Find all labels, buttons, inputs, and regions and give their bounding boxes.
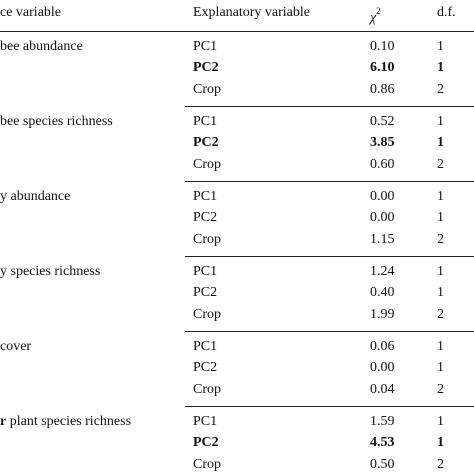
- group-rule: [185, 256, 474, 257]
- explanatory-variable: Crop: [193, 156, 221, 172]
- chi-square: 0.60: [370, 156, 395, 172]
- chi-square: 0.00: [370, 189, 395, 204]
- explanatory-variable: PC1: [193, 414, 218, 429]
- header-explanatory: Explanatory variable: [193, 5, 311, 20]
- group-rule: [185, 331, 474, 332]
- explanatory-variable: PC2: [193, 60, 219, 76]
- degrees-of-freedom: 1: [437, 39, 444, 54]
- response-variable: bee species richness: [0, 114, 113, 130]
- chi-square: 1.15: [370, 231, 395, 247]
- header-df: d.f.: [437, 5, 456, 20]
- degrees-of-freedom: 1: [437, 414, 444, 429]
- response-variable: bee abundance: [0, 39, 83, 55]
- degrees-of-freedom: 1: [437, 360, 444, 376]
- group-rule: [185, 406, 474, 407]
- explanatory-variable: PC1: [193, 264, 218, 279]
- explanatory-variable: PC2: [193, 435, 219, 451]
- group-rule: [185, 181, 474, 182]
- response-part: plant species richness: [6, 414, 132, 429]
- degrees-of-freedom: 1: [437, 285, 444, 301]
- degrees-of-freedom: 1: [437, 339, 444, 354]
- explanatory-variable: PC2: [193, 135, 219, 151]
- header-rule: [0, 31, 474, 32]
- degrees-of-freedom: 1: [437, 435, 444, 451]
- chi-sup: 2: [376, 6, 381, 16]
- chi-symbol: χ: [370, 10, 377, 26]
- chi-square: 0.40: [370, 285, 395, 301]
- header-response: ce variable: [0, 5, 62, 20]
- chi-square: 0.00: [370, 210, 395, 226]
- chi-square: 0.04: [370, 381, 395, 397]
- degrees-of-freedom: 1: [437, 60, 444, 76]
- explanatory-variable: PC2: [193, 210, 218, 226]
- explanatory-variable: Crop: [193, 306, 221, 322]
- explanatory-variable: PC2: [193, 285, 218, 301]
- chi-square: 1.99: [370, 306, 395, 322]
- response-part: bee species richness: [0, 114, 113, 129]
- degrees-of-freedom: 1: [437, 114, 444, 129]
- degrees-of-freedom: 2: [437, 306, 444, 322]
- degrees-of-freedom: 1: [437, 264, 444, 279]
- response-variable: r plant species richness: [0, 414, 131, 430]
- response-variable: y abundance: [0, 189, 70, 205]
- degrees-of-freedom: 2: [437, 156, 444, 172]
- response-part: r: [0, 414, 7, 429]
- chi-square: 0.52: [370, 114, 395, 129]
- explanatory-variable: PC1: [193, 339, 218, 354]
- response-variable: cover: [0, 339, 31, 355]
- degrees-of-freedom: 2: [437, 81, 444, 97]
- degrees-of-freedom: 2: [437, 456, 444, 472]
- header-chi: χ2: [370, 5, 381, 27]
- explanatory-variable: Crop: [193, 456, 221, 472]
- chi-square: 6.10: [370, 60, 395, 76]
- response-part: cover: [0, 339, 32, 354]
- chi-square: 0.00: [370, 360, 395, 376]
- explanatory-variable: Crop: [193, 231, 221, 247]
- explanatory-variable: PC1: [193, 39, 218, 54]
- chi-square: 0.06: [370, 339, 395, 354]
- explanatory-variable: PC2: [193, 360, 218, 376]
- explanatory-variable: PC1: [193, 114, 218, 129]
- degrees-of-freedom: 1: [437, 189, 444, 204]
- response-part: bee abundance: [0, 39, 83, 54]
- chi-square: 0.50: [370, 456, 395, 472]
- response-variable: y species richness: [0, 264, 100, 280]
- chi-square: 0.86: [370, 81, 395, 97]
- degrees-of-freedom: 1: [437, 135, 444, 151]
- degrees-of-freedom: 1: [437, 210, 444, 226]
- chi-square: 0.10: [370, 39, 395, 54]
- degrees-of-freedom: 2: [437, 231, 444, 247]
- explanatory-variable: Crop: [193, 81, 221, 97]
- response-part: y abundance: [0, 189, 71, 204]
- explanatory-variable: PC1: [193, 189, 218, 204]
- chi-square: 1.59: [370, 414, 395, 429]
- degrees-of-freedom: 2: [437, 381, 444, 397]
- chi-square: 3.85: [370, 135, 395, 151]
- group-rule: [185, 106, 474, 107]
- response-part: y species richness: [0, 264, 101, 279]
- explanatory-variable: Crop: [193, 381, 221, 397]
- chi-square: 4.53: [370, 435, 395, 451]
- chi-square: 1.24: [370, 264, 395, 279]
